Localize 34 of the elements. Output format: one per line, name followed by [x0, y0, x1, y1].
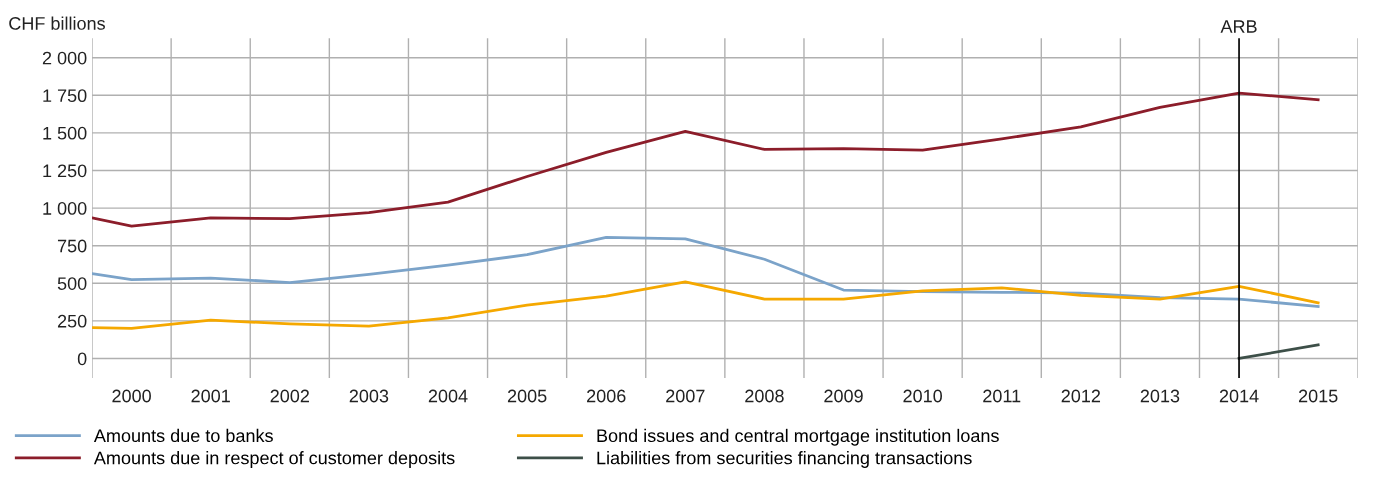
x-tick-label: 2002: [270, 389, 309, 403]
x-tick-label: 2001: [191, 389, 230, 403]
x-tick-label: 2007: [666, 389, 705, 403]
ref-line-label: ARB: [1220, 20, 1257, 33]
x-tick-label: 2011: [983, 389, 1021, 403]
legend-label: Liabilities from securities financing transactions: [597, 451, 972, 468]
y-tick-label: 1 250: [43, 164, 87, 178]
y-tick-label: 250: [57, 314, 87, 328]
line-series: [92, 91, 1320, 228]
y-tick-label: 1 500: [43, 126, 87, 140]
y-tick-label: 0: [77, 352, 87, 366]
y-tick-label: 750: [57, 239, 87, 253]
x-tick-label: 2013: [1140, 389, 1180, 403]
x-tick-label: 2003: [349, 389, 389, 403]
line-series: [92, 280, 1320, 330]
line-series: [92, 236, 1320, 308]
y-tick-label: 500: [57, 277, 87, 290]
x-tick-label: 2009: [824, 389, 863, 403]
x-tick-label: 2004: [428, 389, 468, 403]
legend-label: Bond issues and central mortgage institution loans: [597, 428, 999, 446]
y-axis-title: CHF billions: [9, 16, 105, 30]
legend-label: Amounts due in respect of customer deposits: [93, 451, 455, 468]
y-tick-label: 2 000: [42, 51, 87, 65]
x-tick-label: 2012: [1061, 389, 1101, 403]
x-tick-label: 2006: [587, 389, 626, 403]
y-tick-label: 1 000: [43, 202, 87, 215]
legend-label: Amounts due to banks: [93, 428, 273, 443]
x-tick-label: 2010: [903, 389, 943, 403]
x-tick-label: 2008: [745, 389, 784, 403]
x-tick-label: 2014: [1219, 389, 1259, 403]
x-tick-label: 2015: [1298, 389, 1338, 403]
y-tick-label: 1 750: [43, 89, 87, 103]
x-tick-label: 2005: [507, 389, 547, 403]
x-tick-label: 2000: [112, 389, 151, 403]
